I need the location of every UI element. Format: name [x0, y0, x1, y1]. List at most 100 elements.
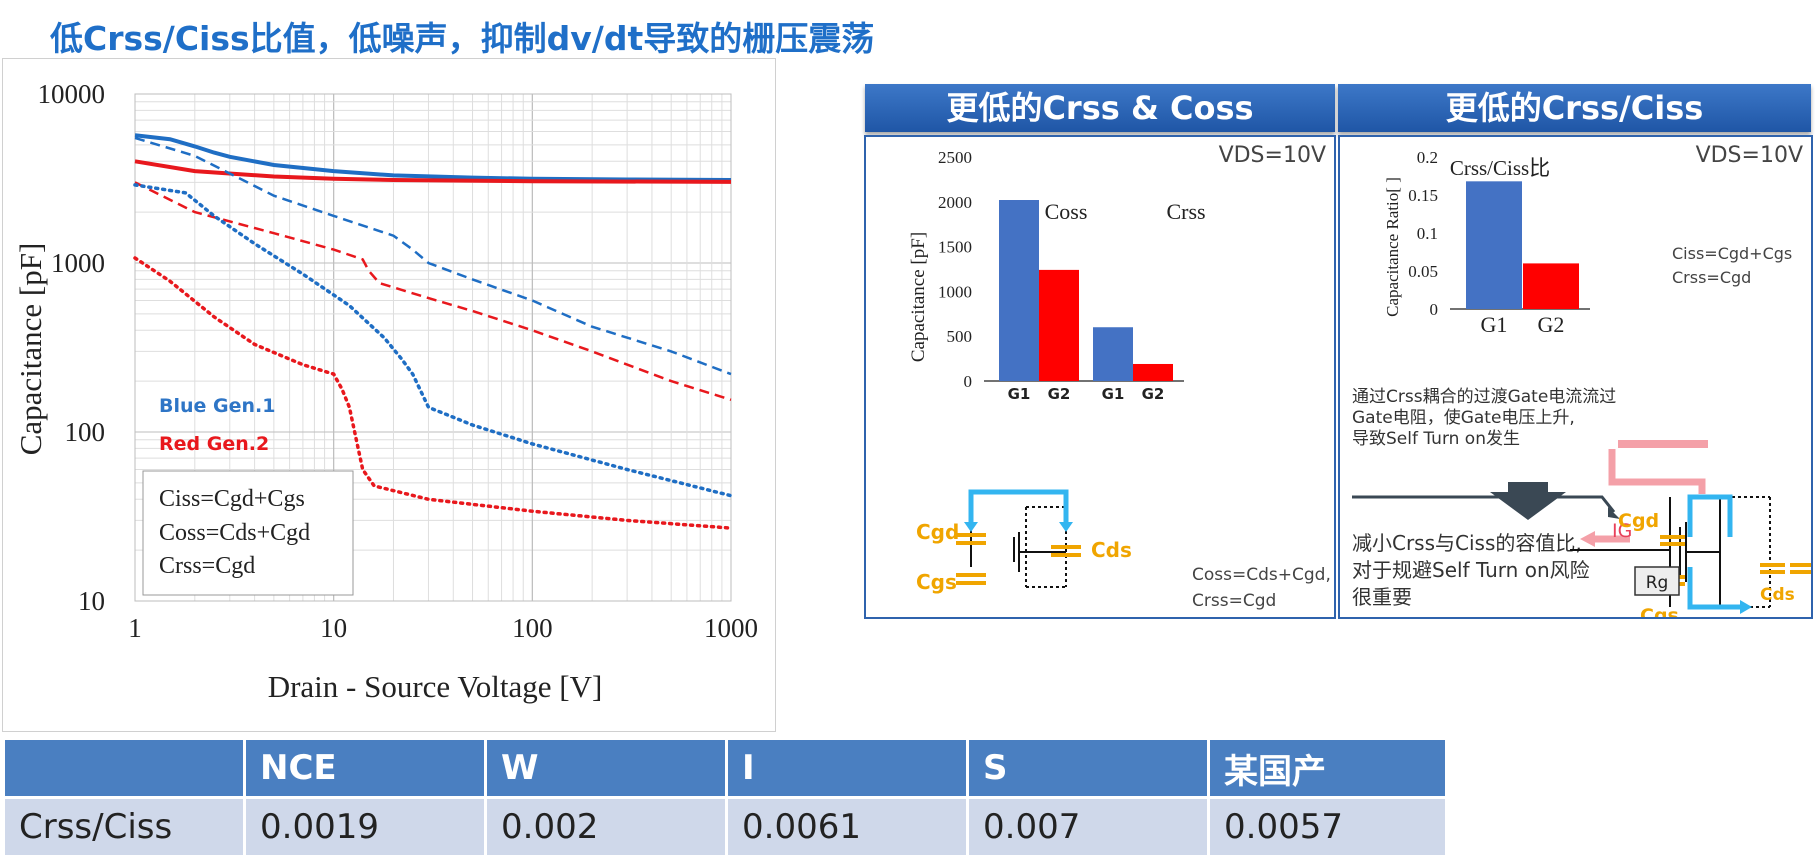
plot-frame	[134, 93, 732, 602]
note1-line3: 导致Self Turn on发生	[1352, 429, 1520, 449]
series-line-blue-dashed	[134, 136, 732, 376]
formula-left-1: Coss=Cds+Cgd,	[1192, 565, 1331, 585]
formula-legend-box	[142, 470, 354, 596]
x-tick-label: 1000	[704, 613, 758, 643]
header-cell-i: I	[725, 737, 969, 799]
category-label: G1	[1481, 312, 1508, 337]
bar-g1	[1466, 181, 1522, 309]
group-label-coss: Coss	[1045, 199, 1088, 224]
formula-ciss: Ciss=Cgd+Cgs	[159, 486, 305, 512]
gate-drive-circuit: Rg IG Cgd Cgs Cds	[1352, 440, 1811, 617]
y-tick-label: 0	[1430, 300, 1439, 319]
vds-label-right: VDS=10V	[1695, 143, 1803, 168]
header-cell-nce: NCE	[243, 737, 487, 799]
y-tick-label: 10	[78, 586, 105, 616]
formula-coss: Coss=Cds+Cgd	[159, 520, 310, 546]
group-label-crss: Crss	[1166, 199, 1205, 224]
y-tick-label: 100	[65, 417, 106, 447]
capacitance-chart: 1 10 100 1000 10000 1000 100 10 Drain - Source …	[13, 79, 758, 704]
category-label: G2	[1538, 312, 1565, 337]
series-line-red-dashed	[134, 181, 732, 401]
header-cell-w: W	[484, 737, 728, 799]
cap-label-cgd-left: Cgd	[916, 520, 959, 544]
crss-ciss-ratio-bar-chart: 0.2 0.15 0.1 0.05 0 G1 G2 Crss/Ciss比 Capacita…	[1383, 148, 1590, 337]
y-tick-label: 0.2	[1417, 148, 1438, 167]
y-axis-label: Capacitance [pF]	[13, 243, 48, 456]
x-axis-label: Drain - Source Voltage [V]	[268, 669, 603, 704]
vds-label-left: VDS=10V	[1218, 143, 1326, 168]
self-turn-on-note: 通过Crss耦合的过渡Gate电流流过 Gate电阻，使Gate电压上升, 导致…	[1352, 387, 1616, 450]
row-label-crss-ciss: Crss/Ciss	[2, 796, 246, 858]
panel-crss-coss: VDS=10V 2500 2000 1500 1000 500 0 G1 G2 G1 G2 Ca…	[864, 135, 1336, 619]
header-lower-crss-coss: 更低的Crss & Coss	[865, 84, 1335, 132]
series-line-red-dotted	[133, 256, 733, 530]
category-label: G1	[1008, 385, 1031, 403]
x-tick-label: 10	[320, 613, 347, 643]
bar-g2	[1039, 269, 1079, 381]
y-tick-label: 2500	[938, 148, 972, 167]
formula-right-2: Crss=Cgd	[1672, 268, 1752, 287]
ratio-importance-note: 减小Crss与Ciss的容值比, 对于规避Self Turn on风险 很重要	[1352, 530, 1590, 611]
legend-red-gen2: Red Gen.2	[159, 433, 269, 455]
cap-label-cds-right: Cds	[1760, 585, 1795, 605]
cap-label-cgd-right: Cgd	[1618, 510, 1659, 532]
bar-g2	[1133, 363, 1173, 381]
category-label: G2	[1048, 385, 1071, 403]
cap-label-cgs-right: Cgs	[1640, 605, 1679, 617]
bar-g1	[1093, 327, 1133, 381]
header-lower-crss-ciss: 更低的Crss/Ciss	[1338, 84, 1811, 132]
y-tick-label: 0.1	[1417, 224, 1438, 243]
formula-right-1: Ciss=Cgd+Cgs	[1672, 244, 1793, 263]
bar2-y-label: Capacitance Ratio[ ]	[1383, 177, 1402, 317]
rg-label: Rg	[1646, 573, 1669, 593]
y-tick-label: 1500	[938, 238, 972, 257]
table-row: Crss/Ciss 0.0019 0.002 0.0061 0.007 0.00…	[2, 796, 1448, 858]
value-w: 0.002	[484, 796, 728, 858]
mosfet-circuit-left: Cgd Cgs Cds	[916, 489, 1132, 594]
category-label: G2	[1142, 385, 1165, 403]
cap-label-cds-left: Cds	[1091, 538, 1132, 562]
note1-line1: 通过Crss耦合的过渡Gate电流流过	[1352, 387, 1617, 407]
table-header-row: NCE W I S 某国产	[2, 737, 1448, 799]
value-nce: 0.0019	[243, 796, 487, 858]
header-cell-s: S	[966, 737, 1210, 799]
y-tick-label: 2000	[938, 193, 972, 212]
coss-crss-bar-chart: 2500 2000 1500 1000 500 0 G1 G2 G1 G2 Capacitanc…	[908, 148, 1206, 403]
header-cell-blank	[2, 737, 246, 799]
bar-g1	[999, 200, 1039, 381]
formula-left-2: Crss=Cgd	[1192, 591, 1277, 611]
ig-label: IG	[1612, 520, 1632, 542]
series-line-red-solid	[134, 159, 732, 184]
y-tick-label: 500	[947, 327, 973, 346]
value-domestic: 0.0057	[1207, 796, 1448, 858]
bar1-y-label: Capacitance [pF]	[908, 232, 929, 362]
note2-line2: 对于规避Self Turn on风险	[1352, 558, 1590, 582]
y-tick-label: 0	[964, 372, 973, 391]
category-label: G1	[1102, 385, 1125, 403]
y-tick-label: 10000	[38, 79, 106, 109]
panel-crss-ciss: VDS=10V 0.2 0.15 0.1 0.05 0 G1 G2 Crss/Ciss比 …	[1338, 135, 1813, 619]
y-tick-label: 0.05	[1408, 262, 1438, 281]
y-tick-label: 0.15	[1408, 186, 1438, 205]
x-tick-label: 100	[512, 613, 553, 643]
down-arrow-icon	[1490, 482, 1566, 520]
capacitance-chart-panel: 1 10 100 1000 10000 1000 100 10 Drain - Source …	[2, 58, 776, 732]
note2-line1: 减小Crss与Ciss的容值比,	[1352, 531, 1582, 555]
x-tick-label: 1	[128, 613, 142, 643]
legend-blue-gen1: Blue Gen.1	[159, 395, 275, 417]
series-line-blue-dotted	[133, 183, 733, 498]
bar2-title: Crss/Ciss比	[1450, 156, 1550, 180]
header-cell-domestic: 某国产	[1207, 737, 1448, 799]
y-tick-label: 1000	[51, 248, 105, 278]
note1-line2: Gate电阻，使Gate电压上升,	[1352, 408, 1575, 428]
series-line-blue-solid	[134, 133, 732, 182]
formula-crss: Crss=Cgd	[159, 553, 255, 579]
value-i: 0.0061	[725, 796, 969, 858]
note2-line3: 很重要	[1352, 585, 1412, 609]
page-title: 低Crss/Ciss比值，低噪声，抑制dv/dt导致的栅压震荡	[50, 19, 875, 58]
crss-ciss-comparison-table: NCE W I S 某国产 Crss/Ciss 0.0019 0.002 0.0…	[2, 737, 1448, 858]
bar-g2	[1523, 263, 1579, 309]
value-s: 0.007	[966, 796, 1210, 858]
y-tick-label: 1000	[938, 282, 972, 301]
cap-label-cgs-left: Cgs	[916, 570, 957, 594]
